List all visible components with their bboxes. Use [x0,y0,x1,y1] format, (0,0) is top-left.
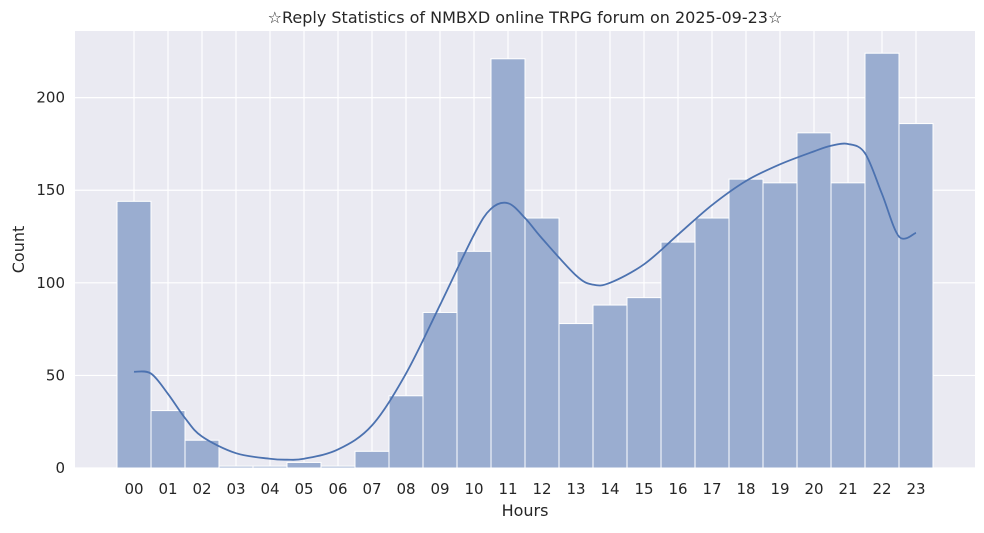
x-tick-label: 09 [430,480,449,498]
x-tick-label: 10 [464,480,483,498]
y-tick-label: 50 [46,366,65,384]
x-tick-label: 22 [872,480,891,498]
y-axis-label: Count [9,226,28,274]
bar-13 [558,323,594,469]
kde-line [133,142,917,461]
x-tick-label: 05 [294,480,313,498]
bar-22 [864,52,900,469]
x-tick-label: 04 [260,480,279,498]
x-tick-label: 07 [362,480,381,498]
x-tick-labels: 00 01 02 03 04 05 06 07 08 09 10 11 12 13 14 15 16 17 18 19… [124,480,925,498]
x-tick-label: 18 [736,480,755,498]
kde-layer [133,142,917,461]
y-tick-label: 150 [36,181,65,199]
bar-01 [150,410,186,469]
x-tick-label: 02 [192,480,211,498]
bar-06 [320,465,356,469]
bar-08 [388,395,424,469]
x-tick-label: 12 [532,480,551,498]
bar-10 [456,250,492,469]
bar-20 [796,132,832,469]
chart-title: ☆Reply Statistics of NMBXD online TRPG f… [268,8,783,27]
bar-21 [830,182,866,469]
y-tick-labels: 0 50 100 150 200 [36,89,65,477]
x-tick-label: 03 [226,480,245,498]
x-tick-label: 23 [906,480,925,498]
bar-02 [184,439,220,469]
x-tick-label: 15 [634,480,653,498]
y-tick-label: 0 [55,459,65,477]
x-tick-label: 00 [124,480,143,498]
bar-09 [422,311,458,469]
x-axis-label: Hours [502,501,549,520]
x-tick-label: 21 [838,480,857,498]
bar-12 [524,217,560,469]
bar-11 [490,58,526,469]
bar-23 [898,123,934,469]
x-tick-label: 11 [498,480,517,498]
bar-04 [252,465,288,469]
bar-07 [354,450,390,469]
bar-05 [286,461,322,469]
x-tick-label: 20 [804,480,823,498]
x-tick-label: 14 [600,480,619,498]
x-tick-label: 17 [702,480,721,498]
x-tick-label: 01 [158,480,177,498]
x-tick-label: 06 [328,480,347,498]
bar-19 [762,182,798,469]
y-tick-label: 200 [36,89,65,107]
x-tick-label: 08 [396,480,415,498]
x-tick-label: 19 [770,480,789,498]
bar-layer [116,52,934,469]
x-tick-label: 13 [566,480,585,498]
bar-14 [592,304,628,469]
bar-00 [116,200,152,469]
y-tick-label: 100 [36,274,65,292]
bar-15 [626,297,662,469]
bar-16 [660,241,696,469]
bar-18 [728,178,764,469]
bar-17 [694,217,730,469]
bar-03 [218,465,254,469]
x-tick-label: 16 [668,480,687,498]
